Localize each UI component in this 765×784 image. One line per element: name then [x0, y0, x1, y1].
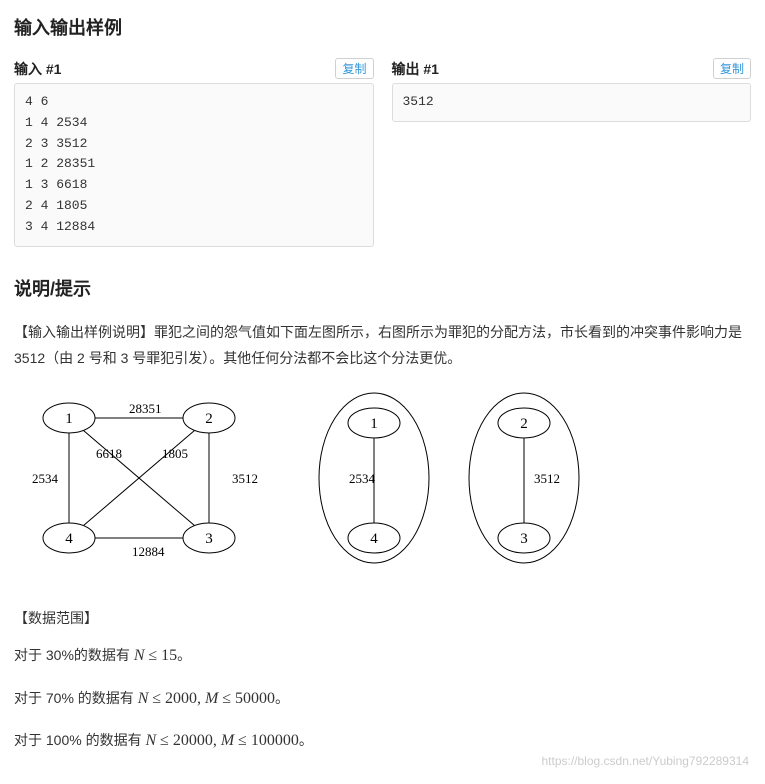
svg-text:2: 2	[205, 411, 213, 427]
svg-text:3512: 3512	[232, 471, 258, 486]
input-content: 4 6 1 4 2534 2 3 3512 1 2 28351 1 3 6618…	[14, 83, 374, 247]
svg-text:1: 1	[370, 416, 378, 432]
svg-text:6618: 6618	[96, 446, 122, 461]
input-title: 输入 #1	[14, 59, 61, 79]
section-io-title: 输入输出样例	[14, 14, 751, 40]
section-hint-title: 说明/提示	[14, 275, 751, 301]
input-col: 输入 #1 复制 4 6 1 4 2534 2 3 3512 1 2 28351…	[14, 58, 374, 247]
copy-output-button[interactable]: 复制	[713, 58, 751, 79]
graph-svg: 28351 3512 12884 2534 6618 1805 1 2 3 4 2534 3512 1 4…	[14, 388, 634, 578]
svg-text:1: 1	[65, 411, 73, 427]
svg-text:28351: 28351	[129, 401, 162, 416]
io-row: 输入 #1 复制 4 6 1 4 2534 2 3 3512 1 2 28351…	[14, 58, 751, 247]
range-line: 对于 30%的数据有 N ≤ 15。	[14, 642, 751, 671]
svg-text:2: 2	[520, 416, 528, 432]
output-content: 3512	[392, 83, 752, 122]
copy-input-button[interactable]: 复制	[335, 58, 373, 79]
range-line: 对于 100% 的数据有 N ≤ 20000, M ≤ 100000。	[14, 727, 751, 756]
hint-paragraph: 【输入输出样例说明】罪犯之间的怨气值如下面左图所示，右图所示为罪犯的分配方法，市…	[14, 319, 751, 372]
output-col: 输出 #1 复制 3512	[392, 58, 752, 247]
svg-text:3: 3	[205, 531, 213, 547]
watermark: https://blog.csdn.net/Yubing792289314	[541, 754, 749, 768]
svg-text:4: 4	[370, 531, 378, 547]
range-line: 对于 70% 的数据有 N ≤ 2000, M ≤ 50000。	[14, 685, 751, 714]
range-lines: 对于 30%的数据有 N ≤ 15。对于 70% 的数据有 N ≤ 2000, …	[14, 642, 751, 756]
svg-text:12884: 12884	[132, 544, 165, 559]
svg-text:3: 3	[520, 531, 528, 547]
svg-text:2534: 2534	[349, 471, 376, 486]
svg-text:4: 4	[65, 531, 73, 547]
svg-text:2534: 2534	[32, 471, 59, 486]
svg-text:1805: 1805	[162, 446, 188, 461]
output-title: 输出 #1	[392, 59, 439, 79]
range-head: 【数据范围】	[14, 608, 751, 628]
graph-diagram: 28351 3512 12884 2534 6618 1805 1 2 3 4 2534 3512 1 4…	[14, 388, 751, 578]
svg-text:3512: 3512	[534, 471, 560, 486]
